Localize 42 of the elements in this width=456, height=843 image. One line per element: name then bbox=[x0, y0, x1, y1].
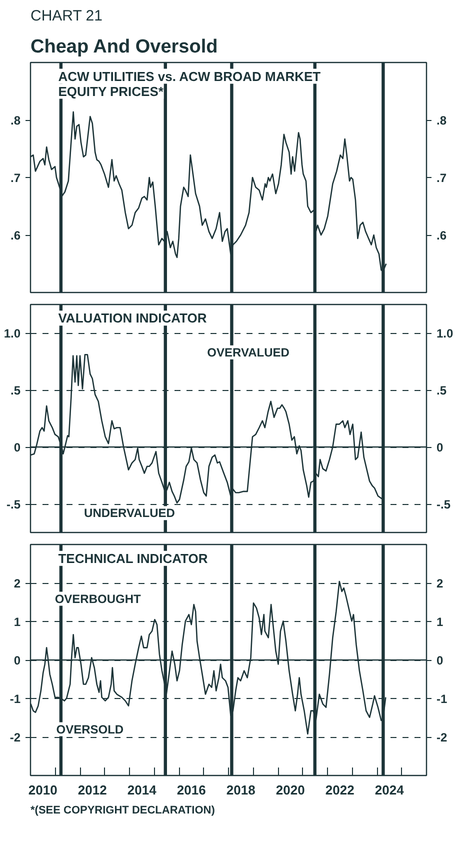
x-tick-label: 2018 bbox=[226, 782, 256, 798]
y2-tick-label: .7 bbox=[436, 171, 447, 185]
x-tick-label: 2016 bbox=[176, 782, 206, 798]
x-tick-label: 2022 bbox=[325, 782, 354, 798]
y-tick-label: .7 bbox=[10, 171, 21, 185]
y-tick-label: 1.0 bbox=[4, 326, 21, 340]
y2-tick-label: -.5 bbox=[436, 498, 451, 512]
annotation: ACW UTILITIES vs. ACW BROAD MARKET EQUITY PRICES* bbox=[58, 68, 321, 99]
y2-tick-label: 2 bbox=[436, 576, 444, 590]
y-tick-label: -1 bbox=[10, 692, 21, 706]
x-tick-label: 2024 bbox=[374, 782, 405, 798]
y-tick-label: -.5 bbox=[6, 498, 21, 512]
annotation: UNDERVALUED bbox=[84, 506, 176, 520]
y2-tick-label: .8 bbox=[436, 114, 447, 128]
chart-title: Cheap And Oversold bbox=[30, 36, 218, 58]
y2-tick-label: 1.0 bbox=[436, 326, 454, 340]
annotation: OVERVALUED bbox=[207, 345, 290, 360]
y2-tick-label: -1 bbox=[436, 692, 448, 706]
y-tick-label: .5 bbox=[10, 384, 21, 398]
chart-subtitle: CHART 21 bbox=[30, 8, 102, 24]
y-tick-label: -2 bbox=[10, 730, 21, 744]
y-tick-label: .6 bbox=[10, 228, 21, 242]
y-tick-label: 0 bbox=[14, 654, 21, 668]
text: TECHNICAL INDICATOR bbox=[58, 550, 208, 566]
x-tick-label: 2010 bbox=[28, 782, 58, 798]
text: *(SEE COPYRIGHT DECLARATION) bbox=[30, 804, 216, 816]
y2-tick-label: 0 bbox=[436, 654, 444, 668]
annotation: OVERBOUGHT bbox=[54, 592, 142, 606]
x-tick-label: 2012 bbox=[78, 782, 107, 798]
y2-tick-label: .5 bbox=[436, 384, 447, 398]
text: VALUATION INDICATOR bbox=[58, 310, 208, 326]
y2-tick-label: -2 bbox=[436, 730, 448, 744]
y2-tick-label: .6 bbox=[436, 228, 447, 242]
x-tick-label: 2014 bbox=[127, 782, 158, 798]
y-tick-label: 0 bbox=[14, 440, 21, 454]
y2-tick-label: 0 bbox=[436, 440, 444, 454]
annotation: OVERSOLD bbox=[56, 722, 124, 736]
y2-tick-label: 1 bbox=[436, 615, 444, 629]
y-tick-label: .8 bbox=[10, 114, 21, 128]
y-tick-label: 1 bbox=[14, 615, 21, 629]
x-tick-label: 2020 bbox=[276, 782, 305, 798]
y-tick-label: 2 bbox=[14, 576, 21, 590]
